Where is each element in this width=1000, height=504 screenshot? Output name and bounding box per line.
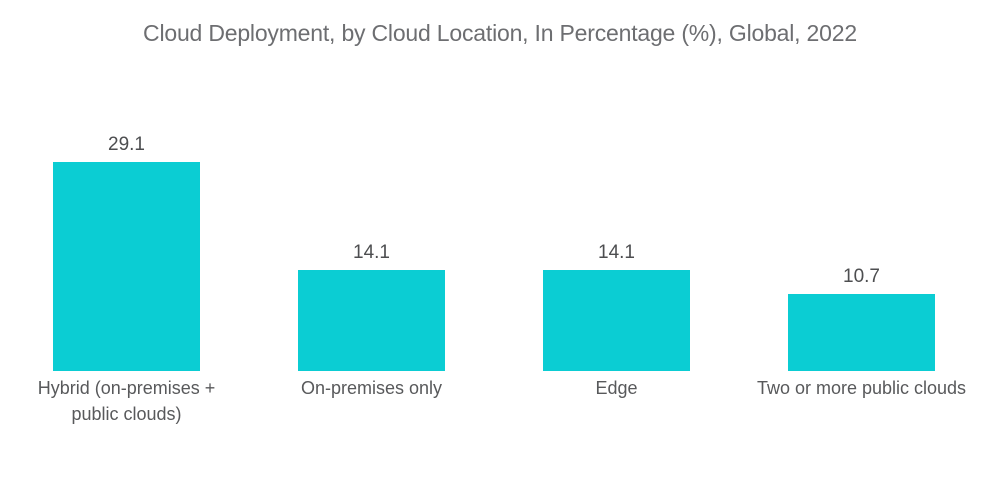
bar-value-label: 14.1 [353, 242, 390, 263]
bar-value-label: 29.1 [108, 134, 145, 155]
bar-value-label: 14.1 [598, 242, 635, 263]
x-axis-labels: Hybrid (on-premises + public clouds) On-… [4, 375, 988, 427]
category-label-on-premises: On-premises only [300, 378, 443, 398]
bar-column-multi-cloud: 10.7 [739, 79, 984, 371]
bar-edge [543, 270, 690, 371]
category-label-multi-cloud: Two or more public clouds [756, 378, 967, 398]
plot-area: 29.1 14.1 14.1 10.7 [4, 79, 988, 371]
bar-chart: Cloud Deployment, by Cloud Location, In … [0, 19, 1000, 504]
category-label-hybrid: Hybrid (on-premises + public clouds) [37, 378, 216, 424]
bar-hybrid [53, 162, 200, 371]
category-label-edge: Edge [595, 378, 638, 398]
bar-value-label: 10.7 [843, 266, 880, 287]
bar-multi-cloud [788, 294, 935, 371]
chart-title: Cloud Deployment, by Cloud Location, In … [143, 20, 857, 46]
bar-column-on-premises: 14.1 [249, 79, 494, 371]
bar-on-premises [298, 270, 445, 371]
bar-column-edge: 14.1 [494, 79, 739, 371]
bar-column-hybrid: 29.1 [4, 79, 249, 371]
